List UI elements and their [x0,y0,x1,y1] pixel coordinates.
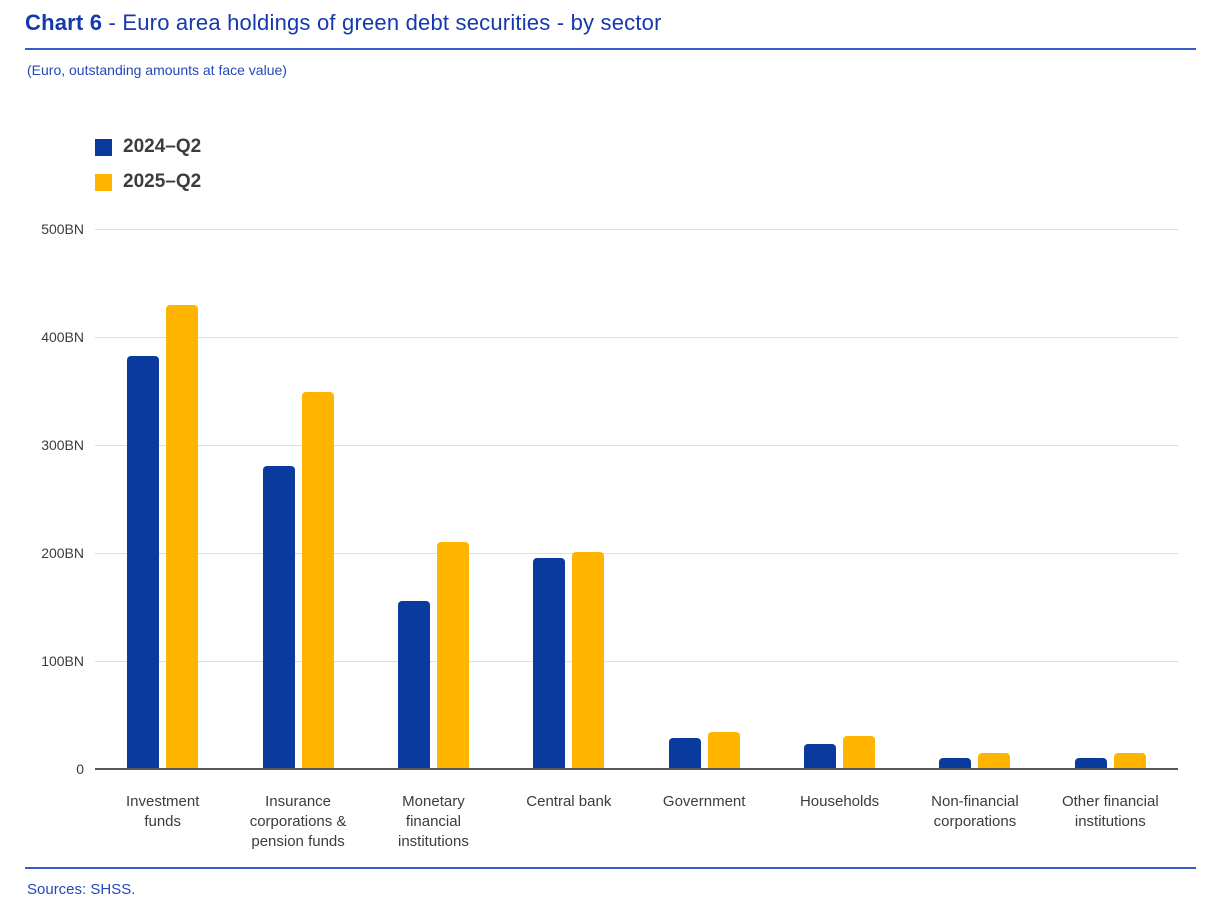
x-axis-category-label-line: Households [799,793,880,810]
chart-legend: 2024–Q2 2025–Q2 [95,136,201,193]
x-axis-category-label-line: Monetary [402,793,465,810]
legend-swatch-icon [95,138,112,156]
bar-2025-q2 [1113,753,1146,769]
title-divider [25,48,1196,50]
legend-label: 2024–Q2 [123,136,202,157]
bar-group [637,229,772,769]
x-axis-category-label-line: institutions [398,833,469,850]
bar-2024-q2 [668,738,701,769]
bar-group [907,229,1042,769]
x-axis-category-label: Insurance corporations & pension funds [230,792,365,852]
x-axis-category-label-line: Government [662,793,746,810]
bar-2024-q2 [533,558,566,769]
x-axis-category-label: Government [637,792,772,812]
x-axis-category-label-line: corporations & [249,813,347,830]
x-axis-category-label-line: Central bank [526,793,612,810]
bar-2024-q2 [1074,758,1107,769]
bar-2024-q2 [127,356,160,769]
y-axis-tick-label: 300BN [41,437,84,453]
bar-2025-q2 [436,542,469,769]
bar-group [772,229,907,769]
x-axis-category-label-line: Other financial [1061,793,1159,810]
legend-label: 2025–Q2 [123,171,202,192]
bar-2024-q2 [804,744,837,769]
x-axis-category-label: Other financial institutions [1043,792,1178,832]
x-axis-category-label: Central bank [501,792,636,812]
x-axis-category-label-line: corporations [933,813,1017,830]
chart-number: Chart 6 [25,10,103,35]
x-axis-category-label: Monetary financial institutions [366,792,501,852]
gridline [95,229,1178,230]
gridline [95,337,1178,338]
y-axis-tick-label: 100BN [41,653,84,669]
gridline [95,661,1178,662]
x-axis-category-label-line: Investment [126,793,200,810]
gridline [95,445,1178,446]
bar-group [230,229,365,769]
x-axis-line [95,768,1178,770]
bar-2025-q2 [166,305,199,769]
chart-subtitle: (Euro, outstanding amounts at face value… [27,62,287,78]
bar-group [1043,229,1178,769]
bar-2024-q2 [939,758,972,769]
x-axis-category-label-line: Insurance [265,793,331,810]
sources-note: Sources: SHSS. [27,881,136,898]
x-axis-category-label: Investment funds [95,792,230,832]
bar-group [366,229,501,769]
y-axis-tick-label: 400BN [41,329,84,345]
legend-item-2025-q2: 2025–Q2 [95,171,201,193]
legend-swatch-icon [95,173,112,191]
bar-group [501,229,636,769]
x-axis-category-label-line: institutions [1074,813,1146,830]
x-axis-category-label: Households [772,792,907,812]
bar-2024-q2 [397,601,430,769]
bar-group [95,229,230,769]
x-axis-category-label-line: pension funds [251,833,345,850]
x-axis-category-label-line: Non-financial [931,793,1019,810]
bar-2025-q2 [978,753,1011,769]
x-axis-category-label-line: funds [144,813,182,830]
y-axis-tick-label: 500BN [41,221,84,237]
footer-divider [25,867,1196,869]
bar-2024-q2 [262,466,295,769]
gridline [95,553,1178,554]
bar-2025-q2 [301,392,334,769]
x-axis-labels: Investment funds Insurance corporations & pe… [95,792,1178,862]
page-title: Chart 6 - Euro area holdings of green de… [25,10,662,36]
bar-2025-q2 [572,552,605,769]
bar-2025-q2 [843,736,876,769]
x-axis-category-label: Non-financial corporations [907,792,1042,832]
y-axis-tick-label: 0 [76,761,84,777]
legend-item-2024-q2: 2024–Q2 [95,136,201,158]
chart-title-text: - Euro area holdings of green debt secur… [102,10,662,35]
plot-area: 500BN 400BN 300BN 200BN 100BN 0 [41,221,1178,777]
x-axis-category-label-line: financial [405,813,461,830]
bar-2025-q2 [707,732,740,769]
y-axis-tick-label: 200BN [41,545,84,561]
